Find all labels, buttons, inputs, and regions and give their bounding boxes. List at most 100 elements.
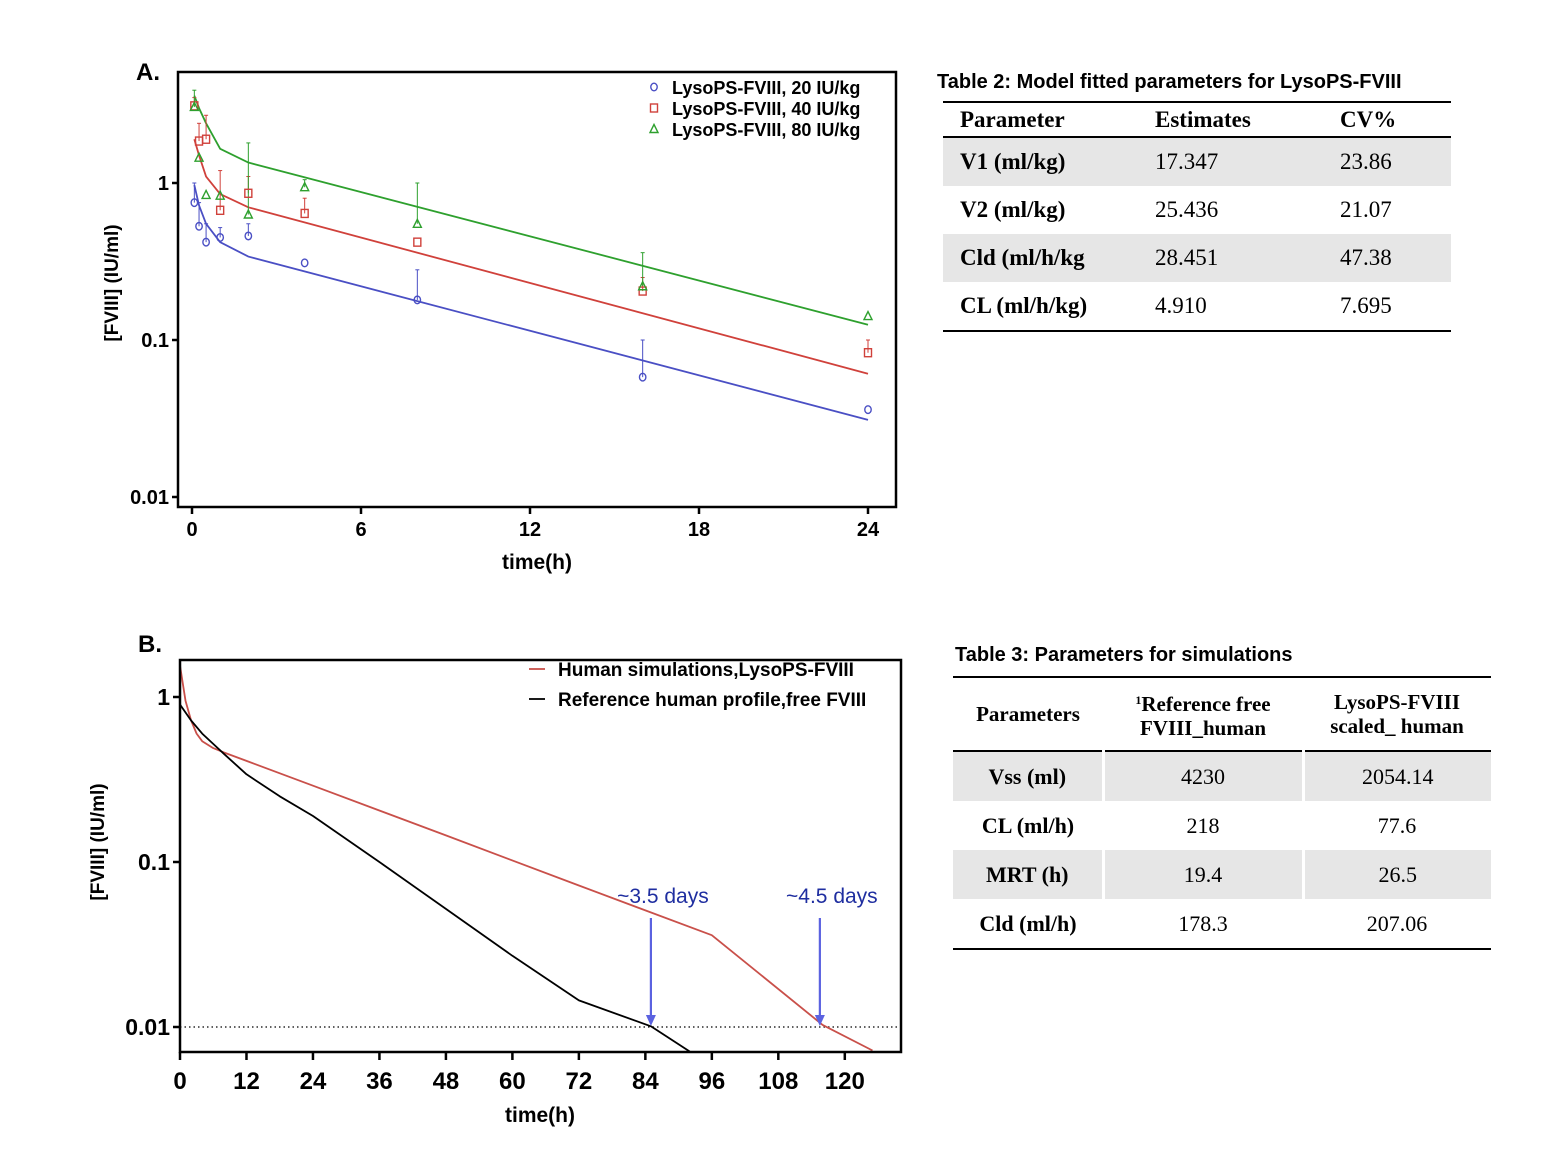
legend-label-a: LysoPS-FVIII, 20 IU/kg	[672, 78, 860, 98]
annotation-label: ~4.5 days	[786, 885, 878, 908]
legend-label-b: Human simulations,LysoPS-FVIII	[558, 660, 854, 681]
plot-frame-b	[178, 658, 903, 1054]
table2-row: CL (ml/h/kg) 4.910 7.695	[943, 282, 1451, 331]
y-tick-label-b: 0.01	[125, 1014, 170, 1040]
table3-row: MRT (h) 19.4 26.5	[953, 850, 1491, 899]
table3-cell: Vss (ml)	[953, 751, 1103, 801]
table2-cell: Cld (ml/h/kg	[943, 234, 1155, 282]
table3-cell: CL (ml/h)	[981, 812, 1075, 838]
x-tick-label-b: 0	[173, 1068, 186, 1095]
table3-row: Vss (ml) 4230 2054.14	[953, 751, 1491, 801]
y-tick-label-a: 0.1	[141, 330, 169, 352]
table3-header-line: scaled_ human	[1330, 714, 1464, 738]
table2-cell: 4.910	[1155, 293, 1207, 318]
data-point-a	[200, 188, 212, 200]
legend-marker-a	[648, 122, 660, 134]
table2-header-row: Parameter Estimates CV%	[943, 102, 1451, 138]
data-point-a	[244, 231, 253, 241]
table2-cell: 21.07	[1340, 197, 1392, 222]
table3-cell: 2054.14	[1301, 751, 1491, 801]
table3-cell: 4230	[1101, 751, 1303, 801]
table3-cell: Cld (ml/h)	[979, 910, 1077, 936]
legend-label-a: LysoPS-FVIII, 80 IU/kg	[672, 120, 860, 140]
table2-title: Table 2: Model fitted parameters for Lys…	[937, 71, 1402, 93]
legend-marker-a	[650, 82, 658, 92]
x-tick-label-b: 120	[825, 1068, 865, 1095]
table2-header: Parameter	[943, 102, 1155, 138]
data-point-a	[201, 134, 211, 144]
data-point-a	[413, 237, 422, 247]
table2-cell: 23.86	[1340, 137, 1451, 186]
table3-header: LysoPS-FVIII scaled_ human	[1303, 677, 1491, 752]
data-point-a	[189, 100, 200, 112]
table3-cell: 218	[1186, 812, 1220, 838]
x-tick-label-a: 18	[688, 519, 710, 541]
table2-row: V1 (ml/kg) 17.347 23.86	[943, 137, 1451, 186]
data-point-a	[300, 258, 309, 268]
data-point-a	[244, 188, 253, 198]
x-tick-label-b: 12	[233, 1068, 260, 1095]
table2-cell: 28.451	[1155, 234, 1340, 282]
panel-a-label: A.	[136, 59, 160, 86]
data-point-a	[195, 221, 203, 231]
x-tick-label-a: 6	[355, 519, 366, 541]
data-point-a	[637, 280, 648, 291]
table2-header: CV%	[1340, 102, 1451, 138]
table3-cell: 207.06	[1366, 910, 1428, 936]
y-tick-label-a: 1	[158, 173, 169, 195]
series-line-b-1	[180, 665, 873, 1052]
table3-cell: 178.3	[1178, 910, 1228, 936]
x-tick-label-b: 48	[433, 1068, 460, 1095]
data-point-a	[299, 181, 310, 192]
x-tick-label-a: 24	[857, 519, 880, 541]
table2-cell: 25.436	[1155, 197, 1219, 222]
y-axis-label-b: [FVIII] (IU/ml)	[88, 783, 109, 900]
data-point-a	[215, 205, 225, 216]
fit-line-a-2	[193, 138, 869, 375]
table2-cell: 47.38	[1340, 234, 1451, 282]
x-tick-label-a: 0	[186, 519, 197, 541]
table3-cell: 26.5	[1301, 850, 1491, 899]
data-point-a	[412, 217, 423, 228]
y-axis-label-a: [FVIII] (IU/ml)	[102, 224, 123, 341]
table2-cell: V2 (ml/kg)	[960, 197, 1066, 222]
table3-cell: 19.4	[1101, 850, 1303, 899]
chart-b: B. ~3.5 days ~4.5 days 0.01 0.1 1 0 12 24 36 48…	[88, 631, 903, 1127]
table3-header-line: LysoPS-FVIII	[1333, 690, 1461, 714]
x-tick-label-b: 36	[366, 1068, 393, 1095]
legend-marker-a	[649, 103, 659, 113]
data-point-a	[243, 208, 254, 219]
data-point-a	[862, 310, 874, 321]
table2-row: V2 (ml/kg) 25.436 21.07	[943, 186, 1451, 234]
table3-cell: 77.6	[1377, 812, 1417, 838]
table2-header: Estimates	[1155, 102, 1340, 138]
table2: Parameter Estimates CV% V1 (ml/kg) 17.34…	[943, 101, 1451, 332]
annotation-label: ~3.5 days	[617, 885, 709, 908]
table3-header: 1Reference free FVIII_human	[1103, 677, 1303, 752]
x-tick-label-b: 96	[698, 1068, 725, 1095]
x-tick-label-b: 72	[566, 1068, 593, 1095]
y-tick-label-a: 0.01	[130, 487, 169, 509]
legend-label-b: Reference human profile,free FVIII	[558, 690, 866, 711]
table3-cell: MRT (h)	[953, 850, 1103, 899]
table2-cell: 17.347	[1155, 137, 1340, 186]
data-point-a	[300, 208, 309, 219]
chart-a: A. 0.01 0.1 1 0 6 12 18 24 [FVIII] (IU/ml) tim…	[102, 59, 898, 574]
table3-header-row: Parameters 1Reference free FVIII_human Ly…	[953, 677, 1491, 752]
arrow-head	[645, 1015, 656, 1026]
x-axis-label-b: time(h)	[505, 1104, 575, 1127]
x-axis-label-a: time(h)	[502, 551, 572, 574]
table2-cell: 7.695	[1340, 293, 1392, 318]
y-tick-label-b: 0.1	[138, 849, 170, 875]
table2-cell: CL (ml/h/kg)	[960, 293, 1088, 318]
data-point-a	[215, 189, 226, 200]
data-point-a	[413, 295, 422, 305]
x-tick-label-b: 84	[632, 1068, 659, 1095]
series-line-b-2	[180, 703, 691, 1052]
legend-label-a: LysoPS-FVIII, 40 IU/kg	[672, 99, 860, 119]
table2-cell: V1 (ml/kg)	[943, 137, 1155, 186]
x-tick-label-b: 108	[758, 1068, 798, 1095]
table2-row: Cld (ml/h/kg 28.451 47.38	[943, 234, 1451, 282]
data-point-a	[190, 198, 199, 208]
x-tick-label-b: 24	[300, 1068, 327, 1095]
